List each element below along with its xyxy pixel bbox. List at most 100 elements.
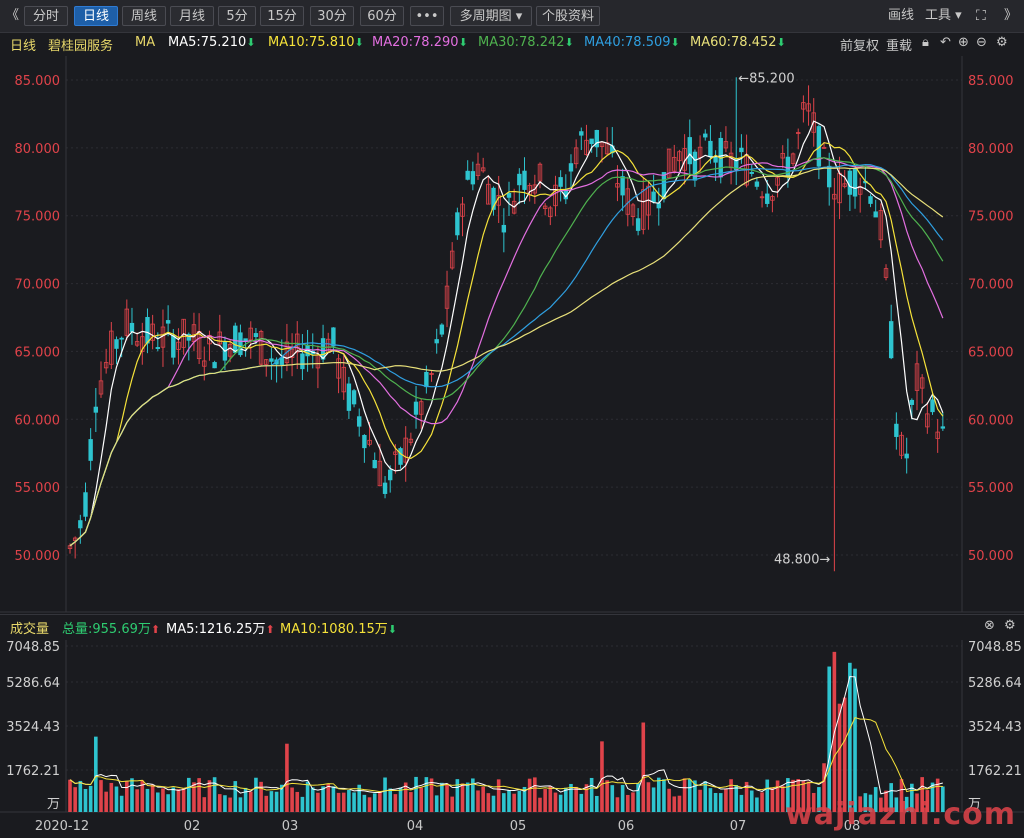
volume-bar [114, 786, 119, 812]
candle-body [465, 170, 470, 180]
overlay-button[interactable]: 重载 [886, 39, 913, 54]
price-tick-right: 80.000 [968, 142, 1014, 157]
volume-bar [290, 787, 294, 812]
candle-body [770, 196, 775, 201]
period-button-2[interactable]: 周线 [122, 6, 166, 26]
candle-body [532, 184, 538, 194]
volume-bar [693, 780, 697, 812]
candle-body [98, 380, 104, 395]
candle-body [672, 156, 677, 172]
candle-body [925, 413, 930, 428]
candle-body [367, 439, 372, 445]
volume-bar [775, 780, 780, 812]
period-button-8[interactable]: ••• [410, 6, 444, 26]
period-button-3[interactable]: 月线 [170, 6, 214, 26]
volume-bar [620, 784, 625, 812]
price-tick-right: 65.000 [968, 345, 1014, 360]
period-button-7[interactable]: 60分 [360, 6, 404, 26]
period-button-0[interactable]: 分时 [24, 6, 68, 26]
volume-bar [538, 797, 542, 812]
price-tick-right: 55.000 [968, 481, 1014, 496]
candle-body [398, 448, 403, 465]
close-volume-icon[interactable]: ⊗ [984, 618, 995, 633]
volume-bar [770, 787, 775, 812]
candle-body [434, 339, 439, 344]
volume-bar [801, 780, 806, 812]
volume-bar [476, 790, 480, 812]
volume-bar [161, 788, 165, 812]
lock-icon[interactable]: 🔒︎ [922, 35, 929, 50]
volume-bar [78, 780, 83, 812]
candle-body [579, 131, 584, 136]
candle-body [449, 250, 455, 269]
volume-bar [243, 787, 248, 812]
undo-icon[interactable]: ↶ [940, 35, 951, 50]
draw-line-button[interactable]: 画线 [888, 8, 915, 23]
volume-bar [873, 787, 878, 812]
fullscreen-icon[interactable]: ⛶ [976, 8, 986, 24]
volume-bar [791, 779, 795, 812]
volume-bar [347, 789, 351, 812]
volume-bar [858, 796, 862, 812]
candle-body [806, 103, 811, 112]
volume-ma10: MA10:1080.15万⬇ [280, 622, 398, 637]
candle-body [83, 492, 88, 517]
candle-body [331, 327, 336, 347]
volume-bar [450, 796, 454, 812]
nav-prev-button[interactable]: 《 [6, 8, 20, 23]
candle-body [377, 460, 383, 487]
volume-bar [73, 787, 77, 812]
price-tick-right: 70.000 [968, 278, 1014, 293]
volume-bar [305, 781, 310, 812]
volume-settings-icon[interactable]: ⚙ [1004, 618, 1016, 633]
volume-bar [589, 777, 594, 812]
volume-bar [212, 777, 217, 812]
candle-body [475, 163, 481, 176]
period-button-6[interactable]: 30分 [310, 6, 354, 26]
period-button-9[interactable]: 多周期图 ▾ [450, 6, 532, 26]
period-button-10[interactable]: 个股资料 [536, 6, 600, 26]
candle-body [346, 383, 352, 411]
zoom-out-icon[interactable]: ⊖ [976, 35, 987, 50]
volume-tick-right: 7048.85 [968, 640, 1022, 655]
candle-body [202, 360, 207, 367]
volume-bar [600, 741, 604, 812]
candle-body [372, 459, 377, 469]
volume-bar [533, 777, 537, 812]
candle-body [444, 285, 450, 309]
volume-bar [687, 779, 692, 812]
candle-body [511, 200, 517, 214]
volume-bar [548, 786, 553, 812]
volume-tick-right: 5286.64 [968, 676, 1022, 691]
nav-next-button[interactable]: 》 [1004, 8, 1018, 23]
settings-icon[interactable]: ⚙ [996, 35, 1008, 50]
volume-bar [326, 783, 331, 812]
candle-body [460, 203, 465, 217]
period-button-4[interactable]: 5分 [218, 6, 256, 26]
volume-bar [398, 787, 403, 812]
candle-body [289, 348, 295, 358]
volume-bar [930, 782, 935, 812]
zoom-in-icon[interactable]: ⊕ [958, 35, 969, 50]
volume-bar [579, 793, 584, 812]
period-button-5[interactable]: 15分 [260, 6, 304, 26]
volume-bar [414, 776, 418, 812]
candle-body [109, 330, 114, 365]
volume-tick-right: 3524.43 [968, 720, 1022, 735]
volume-bar [471, 778, 475, 812]
candle-body [393, 451, 398, 455]
tools-menu-button[interactable]: 工具 ▾ [925, 8, 962, 23]
candle-body [284, 341, 290, 364]
volume-bar [378, 792, 382, 812]
candle-body [620, 176, 625, 196]
adjust-mode-button[interactable]: 前复权 [840, 39, 880, 54]
volume-bar [274, 791, 279, 812]
candle-body [899, 434, 904, 456]
candle-body [336, 358, 341, 379]
volume-bar [486, 793, 491, 812]
volume-bar [68, 779, 72, 812]
volume-bar [780, 785, 785, 812]
volume-bar [156, 792, 160, 812]
period-button-1[interactable]: 日线 [74, 6, 118, 26]
